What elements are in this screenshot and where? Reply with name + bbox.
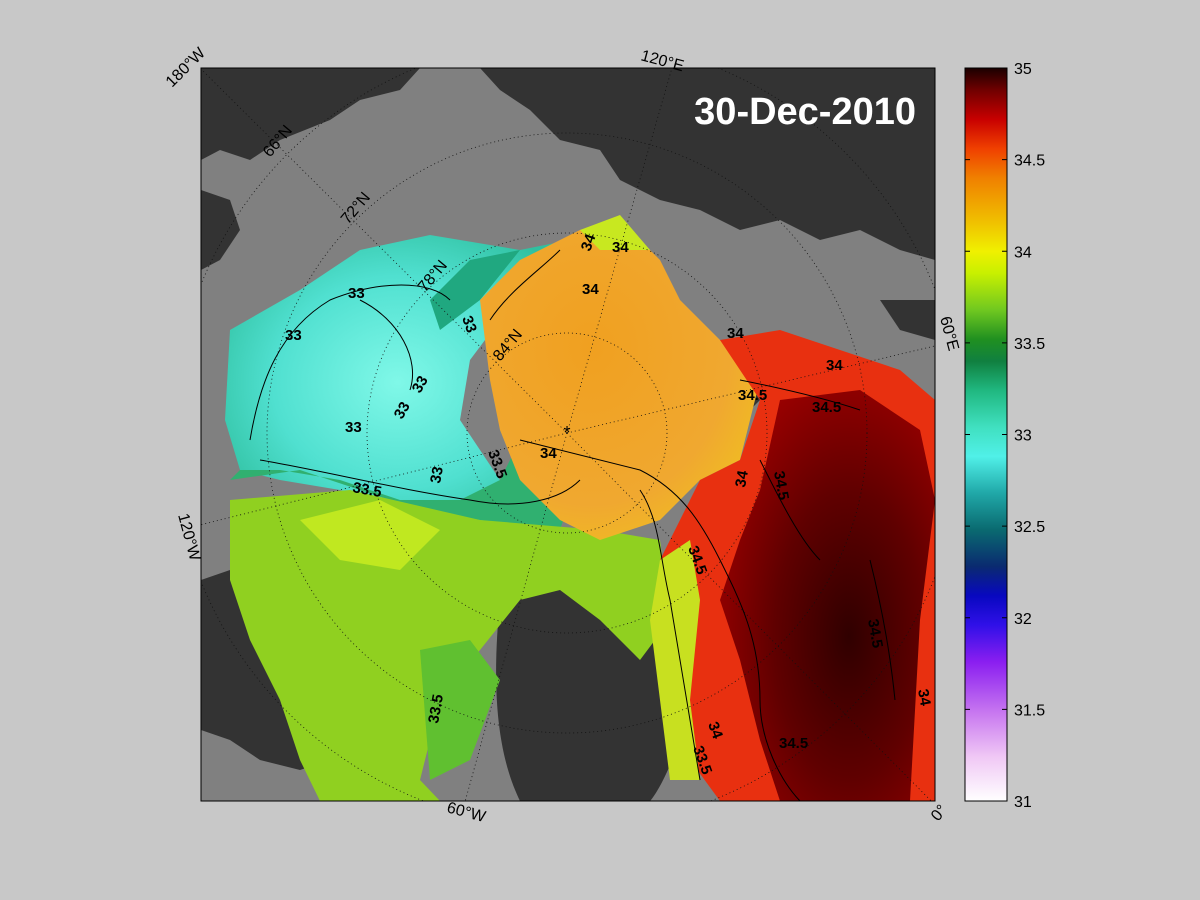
contour-label: 34	[727, 325, 744, 342]
highest-salinity-region	[720, 390, 935, 801]
contour-label: 34	[612, 239, 629, 256]
contour-label: 34.5	[812, 399, 841, 416]
colorbar-tick-label: 33.5	[1014, 336, 1045, 353]
contour-label: 33	[345, 419, 362, 436]
contour-label: 33	[348, 285, 365, 302]
contour-label: 34	[704, 720, 726, 742]
lon-label-0: 0°	[928, 802, 951, 825]
lon-label-60e: 60°E	[936, 315, 961, 353]
colorbar-tick-label: 32	[1014, 611, 1032, 628]
contour-label: 34	[540, 445, 557, 462]
shelf-yellow	[300, 500, 440, 570]
contour-label: 33	[285, 327, 302, 344]
contour-lines	[249, 249, 896, 801]
shelf-green	[420, 640, 500, 780]
contour-label: 34.5	[770, 470, 792, 502]
contour-label: 34	[826, 357, 843, 374]
contour-label: 33.5	[425, 693, 447, 725]
contour-label: 33.5	[351, 479, 383, 501]
colorbar: 35 34.5 34 33.5 33 32.5 32 31.5 31	[964, 61, 1045, 811]
contour-label: 34.5	[864, 618, 886, 650]
colorbar-tick-label: 31	[1014, 794, 1032, 811]
greenland-shelf	[650, 540, 700, 780]
graticule	[201, 68, 935, 801]
contour-label: 34.5	[738, 387, 767, 404]
colorbar-tick-label: 34	[1014, 244, 1032, 261]
colorbar-tick-label: 33	[1014, 428, 1032, 445]
contour-label: 33	[458, 314, 480, 335]
lon-label-120w: 120°W	[174, 512, 203, 564]
map-panel: * 33 33 33 33 33 33 33 33.5 33.5 33.5 34…	[201, 68, 935, 801]
mid-salinity-region	[480, 220, 760, 540]
colorbar-tick-label: 31.5	[1014, 702, 1045, 719]
colorbar-scale	[964, 67, 1008, 802]
transition-band	[430, 250, 520, 330]
contour-label: 33	[427, 465, 447, 484]
contour-label: 34	[914, 688, 934, 708]
map-border	[200, 67, 936, 802]
contour-label: 34	[732, 469, 752, 489]
contour-label: 34	[582, 281, 599, 298]
contour-label: 33	[409, 373, 432, 396]
pole-marker: *	[563, 423, 570, 443]
contour-label: 34.5	[779, 735, 808, 752]
date-title: 30-Dec-2010	[694, 91, 916, 133]
colorbar-tick-label: 35	[1014, 61, 1032, 78]
mid-shelf-yellow	[580, 215, 650, 250]
transition-band-2	[230, 420, 580, 530]
colorbar-tick-label: 34.5	[1014, 153, 1045, 170]
contour-label: 33	[391, 399, 414, 422]
colorbar-tick-label: 32.5	[1014, 519, 1045, 536]
lon-label-60w: 60°W	[445, 799, 488, 826]
contour-label: 34	[578, 231, 600, 253]
colorbar-ticks: 35 34.5 34 33.5 33 32.5 32 31.5 31	[965, 61, 1045, 811]
